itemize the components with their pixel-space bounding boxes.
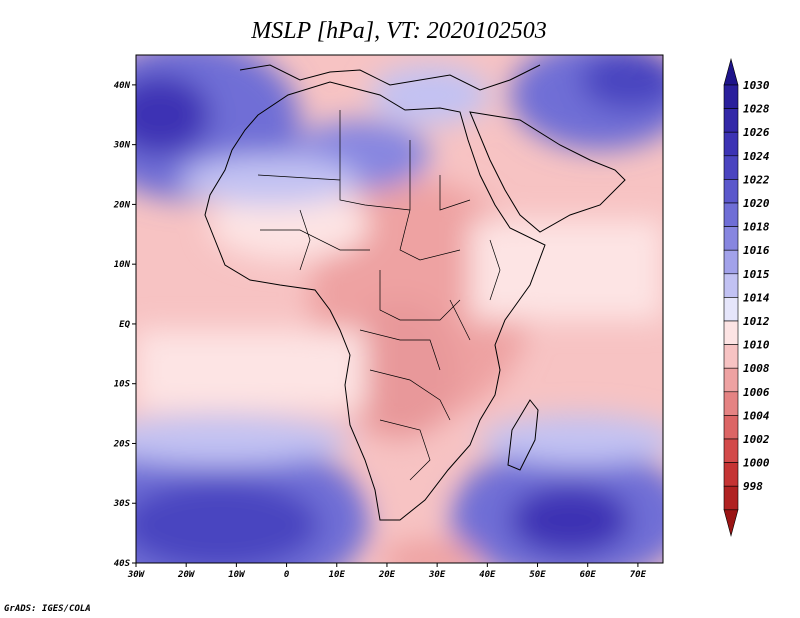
colorbar-label: 1030: [743, 79, 770, 92]
colorbar-swatch: [723, 202, 739, 227]
lon-label: 30E: [428, 570, 446, 580]
lon-label: 70E: [630, 570, 647, 580]
map-title: MSLP [hPa], VT: 2020102503: [251, 18, 547, 44]
arabia-coastline: [469, 111, 626, 233]
colorbar-swatch: [723, 367, 739, 393]
colorbar-label: 1015: [743, 268, 770, 281]
colorbar-swatch: [723, 131, 739, 157]
lon-label: 10W: [228, 570, 246, 580]
colorbar-swatch: [723, 273, 739, 298]
lat-label: 20N: [113, 200, 131, 210]
credit-text: GrADS: IGES/COLA: [4, 604, 91, 614]
europe-coastline: [239, 64, 541, 91]
africa-coastline: [204, 81, 546, 521]
colorbar-label: 1026: [743, 126, 770, 139]
lat-label: 40S: [114, 559, 131, 569]
colorbar-swatch: [723, 485, 739, 511]
colorbar-label: 1002: [743, 433, 770, 446]
lat-label: 30N: [113, 141, 131, 151]
axis-ticks: [132, 84, 639, 567]
lat-label: 40N: [114, 81, 131, 91]
lon-label: 50E: [529, 570, 546, 580]
country-borders: [257, 110, 501, 481]
colorbar-swatch: [723, 297, 739, 322]
colorbar-bottom-arrow: [723, 509, 739, 537]
lat-label: EQ: [119, 320, 130, 330]
colorbar-top-arrow: [723, 57, 739, 86]
colorbar-swatch: [723, 415, 739, 440]
lon-label: 10E: [329, 570, 346, 580]
colorbar-label: 1028: [743, 103, 770, 116]
colorbar-swatch: [723, 320, 739, 345]
colorbar-swatch: [723, 438, 739, 463]
colorbar-label: 1024: [743, 150, 770, 163]
colorbar-swatch: [723, 84, 739, 109]
map-frame: [135, 54, 664, 564]
colorbar-label: 1010: [743, 339, 770, 352]
lon-label: 30W: [127, 570, 146, 580]
colorbar-label: 1004: [743, 409, 770, 422]
pressure-field: [136, 55, 663, 563]
latitude-labels: 40N 30N 20N 10N EQ 10S 20S 30S 40S: [113, 81, 131, 569]
lon-label: 0: [284, 570, 290, 580]
colorbar-swatch: [723, 108, 739, 133]
coastlines: [204, 64, 626, 521]
colorbar-label: 1018: [743, 221, 770, 234]
colorbar-swatch: [723, 226, 739, 251]
lon-label: 20W: [177, 570, 196, 580]
colorbar-swatch: [723, 179, 739, 204]
colorbar-swatch: [723, 462, 739, 487]
colorbar-label: 1008: [743, 362, 770, 375]
colorbar-swatch: [723, 344, 739, 369]
colorbar-swatch: [723, 391, 739, 416]
lon-label: 60E: [580, 570, 597, 580]
colorbar-label: 1012: [743, 315, 770, 328]
lat-label: 10S: [114, 380, 131, 390]
colorbar-label: 1022: [743, 173, 770, 186]
colorbar-label: 1020: [743, 197, 770, 210]
colorbar-label: 998: [743, 480, 763, 493]
colorbar-label: 1016: [743, 244, 770, 257]
lon-label: 40E: [479, 570, 496, 580]
colorbar-swatch: [723, 155, 739, 180]
colorbar: 1030 1028 1026 1024 1022 1020 1018 1016 1015 1014…: [723, 57, 770, 537]
madagascar-coastline: [507, 399, 539, 471]
lat-label: 20S: [113, 439, 131, 449]
lon-label: 20E: [378, 570, 396, 580]
colorbar-label: 1014: [743, 291, 770, 304]
colorbar-label: 1000: [743, 457, 770, 470]
lat-label: 10N: [114, 260, 131, 270]
colorbar-label: 1006: [743, 386, 770, 399]
colorbar-swatch: [723, 249, 739, 275]
longitude-labels: 30W 20W 10W 0 10E 20E 30E 40E 50E 60E 70E: [127, 570, 647, 580]
lat-label: 30S: [113, 499, 131, 509]
